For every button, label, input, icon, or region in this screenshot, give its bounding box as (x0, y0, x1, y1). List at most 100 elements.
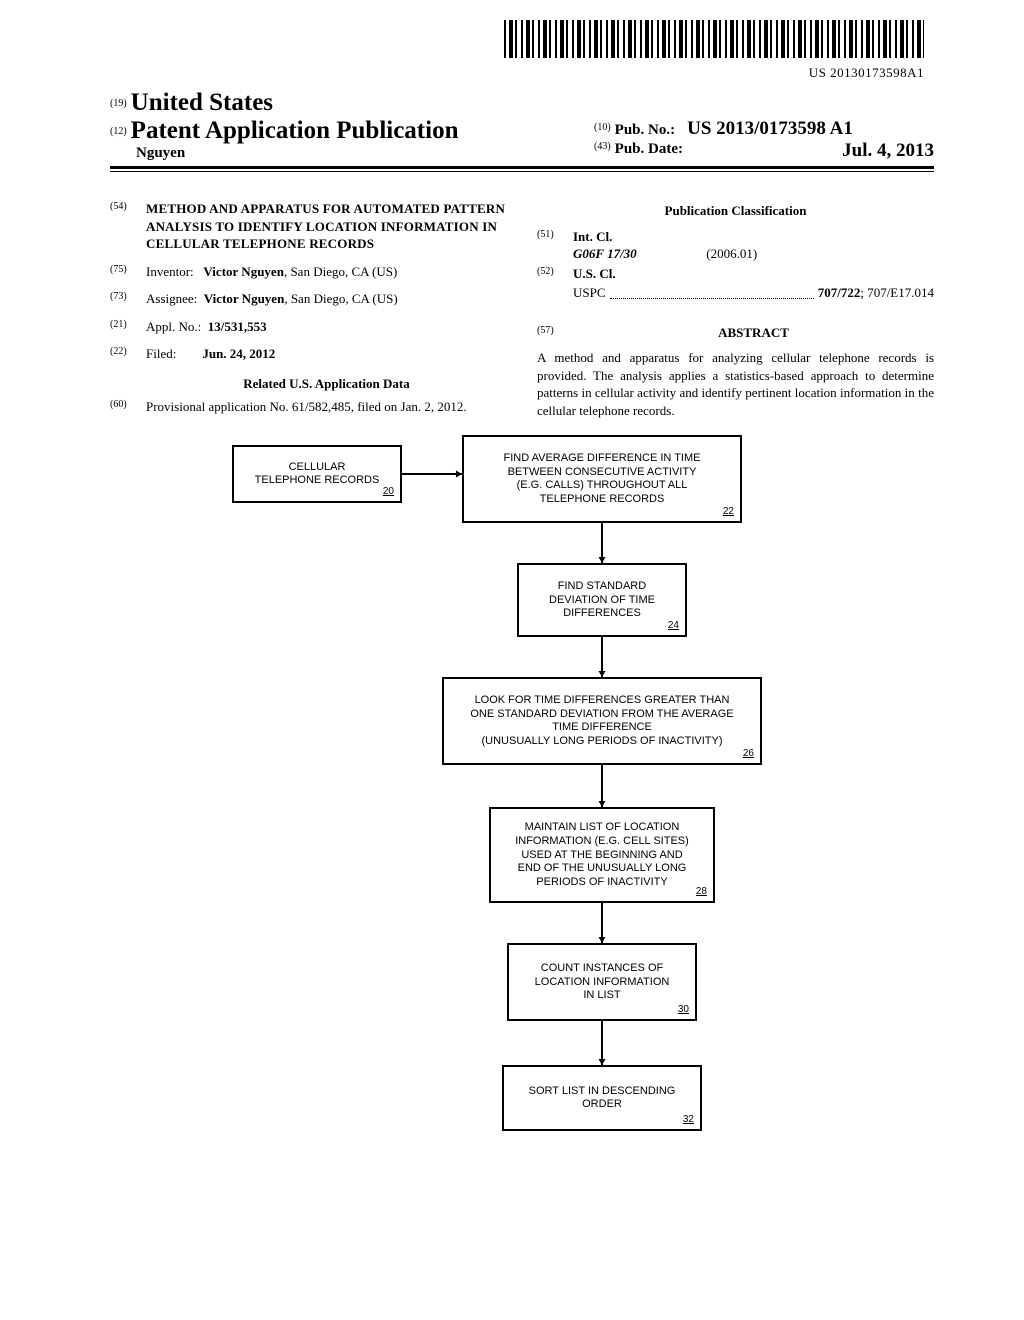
applno-row: (21) Appl. No.: 13/531,553 (110, 318, 507, 336)
patent-page: US 20130173598A1 (19) United States (12)… (0, 0, 1024, 1155)
flowchart-node-30: COUNT INSTANCES OFLOCATION INFORMATIONIN… (507, 943, 697, 1021)
node-ref-num: 30 (678, 1004, 689, 1017)
pubdate-line: (43) Pub. Date: Jul. 4, 2013 (594, 140, 934, 162)
header-right: (10) Pub. No.: US 2013/0173598 A1 (43) P… (594, 118, 934, 162)
flowchart-arrow (392, 464, 472, 484)
classification-header: Publication Classification (537, 202, 934, 220)
inventor-label: Inventor: (146, 264, 194, 279)
pubdate: Jul. 4, 2013 (842, 140, 934, 162)
header-left: (19) United States (12) Patent Applicati… (110, 89, 458, 162)
flowchart-node-20: CELLULARTELEPHONE RECORDS20 (232, 445, 402, 503)
right-column: Publication Classification (51) Int. Cl.… (537, 190, 934, 419)
abstract-label: ABSTRACT (718, 325, 789, 340)
flowchart-node-22: FIND AVERAGE DIFFERENCE IN TIMEBETWEEN C… (462, 435, 742, 523)
intcl-content: Int. Cl. G06F 17/30 (2006.01) (573, 228, 934, 263)
abstract-text: A method and apparatus for analyzing cel… (537, 349, 934, 419)
uscl-label: U.S. Cl. (573, 266, 616, 281)
barcode-region: US 20130173598A1 (110, 20, 934, 81)
pubno-label: Pub. No.: (615, 122, 675, 138)
field-num-52: (52) (537, 265, 573, 283)
invention-title: METHOD AND APPARATUS FOR AUTOMATED PATTE… (146, 200, 507, 253)
inventor-name: Victor Nguyen (203, 264, 284, 279)
field-num-12: (12) (110, 126, 127, 137)
country-line: (19) United States (110, 89, 458, 117)
uscl-content: U.S. Cl. (573, 265, 934, 283)
uspc-codes: 707/722; 707/E17.014 (818, 284, 934, 302)
flowchart: CELLULARTELEPHONE RECORDS20 FIND AVERAGE … (222, 435, 822, 1135)
flowchart-arrow (592, 513, 612, 573)
uspc-rest: ; 707/E17.014 (860, 285, 934, 300)
filed-label: Filed: (146, 346, 176, 361)
inventor-content: Inventor: Victor Nguyen, San Diego, CA (… (146, 263, 507, 281)
uscl-row: (52) U.S. Cl. (537, 265, 934, 283)
assignee-label: Assignee: (146, 291, 197, 306)
country: United States (131, 89, 273, 116)
doctype-line: (12) Patent Application Publication (110, 117, 458, 145)
intcl-date: (2006.01) (706, 246, 757, 261)
flowchart-arrow (592, 1011, 612, 1075)
node-text: COUNT INSTANCES OFLOCATION INFORMATIONIN… (517, 962, 687, 1003)
pubdate-left: (43) Pub. Date: (594, 140, 683, 162)
applno-label: Appl. No.: (146, 319, 201, 334)
author: Nguyen (110, 145, 458, 162)
node-text: SORT LIST IN DESCENDINGORDER (512, 1085, 692, 1113)
node-ref-num: 24 (668, 620, 679, 633)
abstract-header-row: (57) ABSTRACT (537, 324, 934, 342)
node-text: FIND STANDARDDEVIATION OF TIMEDIFFERENCE… (527, 580, 677, 621)
node-ref-num: 26 (743, 748, 754, 761)
node-ref-num: 20 (383, 486, 394, 499)
node-ref-num: 32 (683, 1114, 694, 1127)
field-num-73: (73) (110, 290, 146, 308)
flowchart-arrow (592, 627, 612, 687)
flowchart-node-26: LOOK FOR TIME DIFFERENCES GREATER THANON… (442, 677, 762, 765)
barcode (504, 20, 924, 58)
intcl-row: (51) Int. Cl. G06F 17/30 (2006.01) (537, 228, 934, 263)
pubno-line: (10) Pub. No.: US 2013/0173598 A1 (594, 118, 934, 140)
node-ref-num: 22 (723, 506, 734, 519)
title-row: (54) METHOD AND APPARATUS FOR AUTOMATED … (110, 200, 507, 253)
pubdate-label: Pub. Date: (615, 141, 683, 157)
assignee-name: Victor Nguyen (204, 291, 285, 306)
node-text: LOOK FOR TIME DIFFERENCES GREATER THANON… (452, 694, 752, 749)
field-num-54: (54) (110, 200, 146, 253)
node-text: MAINTAIN LIST OF LOCATIONINFORMATION (E.… (499, 821, 705, 890)
field-num-60: (60) (110, 398, 146, 416)
filed-date: Jun. 24, 2012 (202, 346, 275, 361)
header: (19) United States (12) Patent Applicati… (110, 89, 934, 162)
assignee-row: (73) Assignee: Victor Nguyen, San Diego,… (110, 290, 507, 308)
intcl-code: G06F 17/30 (573, 246, 637, 261)
applno: 13/531,553 (208, 319, 267, 334)
node-text: CELLULARTELEPHONE RECORDS (242, 461, 392, 489)
flowchart-node-24: FIND STANDARDDEVIATION OF TIMEDIFFERENCE… (517, 563, 687, 637)
field-num-22: (22) (110, 345, 146, 363)
pubno: US 2013/0173598 A1 (687, 118, 853, 139)
uspc-label: USPC (573, 284, 606, 302)
filed-row: (22) Filed: Jun. 24, 2012 (110, 345, 507, 363)
field-num-75: (75) (110, 263, 146, 281)
provisional-row: (60) Provisional application No. 61/582,… (110, 398, 507, 416)
uspc-row: USPC 707/722; 707/E17.014 (573, 284, 934, 302)
field-num-57: (57) (537, 324, 573, 342)
field-num-10: (10) (594, 122, 611, 133)
flowchart-node-28: MAINTAIN LIST OF LOCATIONINFORMATION (E.… (489, 807, 715, 903)
related-header: Related U.S. Application Data (146, 375, 507, 393)
doc-type: Patent Application Publication (131, 117, 459, 144)
field-num-51: (51) (537, 228, 573, 263)
assignee-loc: , San Diego, CA (US) (284, 291, 397, 306)
filed-content: Filed: Jun. 24, 2012 (146, 345, 507, 363)
inventor-loc: , San Diego, CA (US) (284, 264, 397, 279)
flowchart-arrow (592, 755, 612, 817)
node-ref-num: 28 (696, 886, 707, 899)
body-columns: (54) METHOD AND APPARATUS FOR AUTOMATED … (110, 190, 934, 419)
node-text: FIND AVERAGE DIFFERENCE IN TIMEBETWEEN C… (472, 452, 732, 507)
barcode-text: US 20130173598A1 (110, 65, 924, 81)
rule-thin (110, 171, 934, 172)
dotfill (610, 290, 814, 299)
left-column: (54) METHOD AND APPARATUS FOR AUTOMATED … (110, 190, 507, 419)
field-num-19: (19) (110, 98, 127, 109)
applno-content: Appl. No.: 13/531,553 (146, 318, 507, 336)
intcl-label: Int. Cl. (573, 229, 612, 244)
uspc-bold: 707/722 (818, 285, 861, 300)
assignee-content: Assignee: Victor Nguyen, San Diego, CA (… (146, 290, 507, 308)
flowchart-arrow (592, 893, 612, 953)
